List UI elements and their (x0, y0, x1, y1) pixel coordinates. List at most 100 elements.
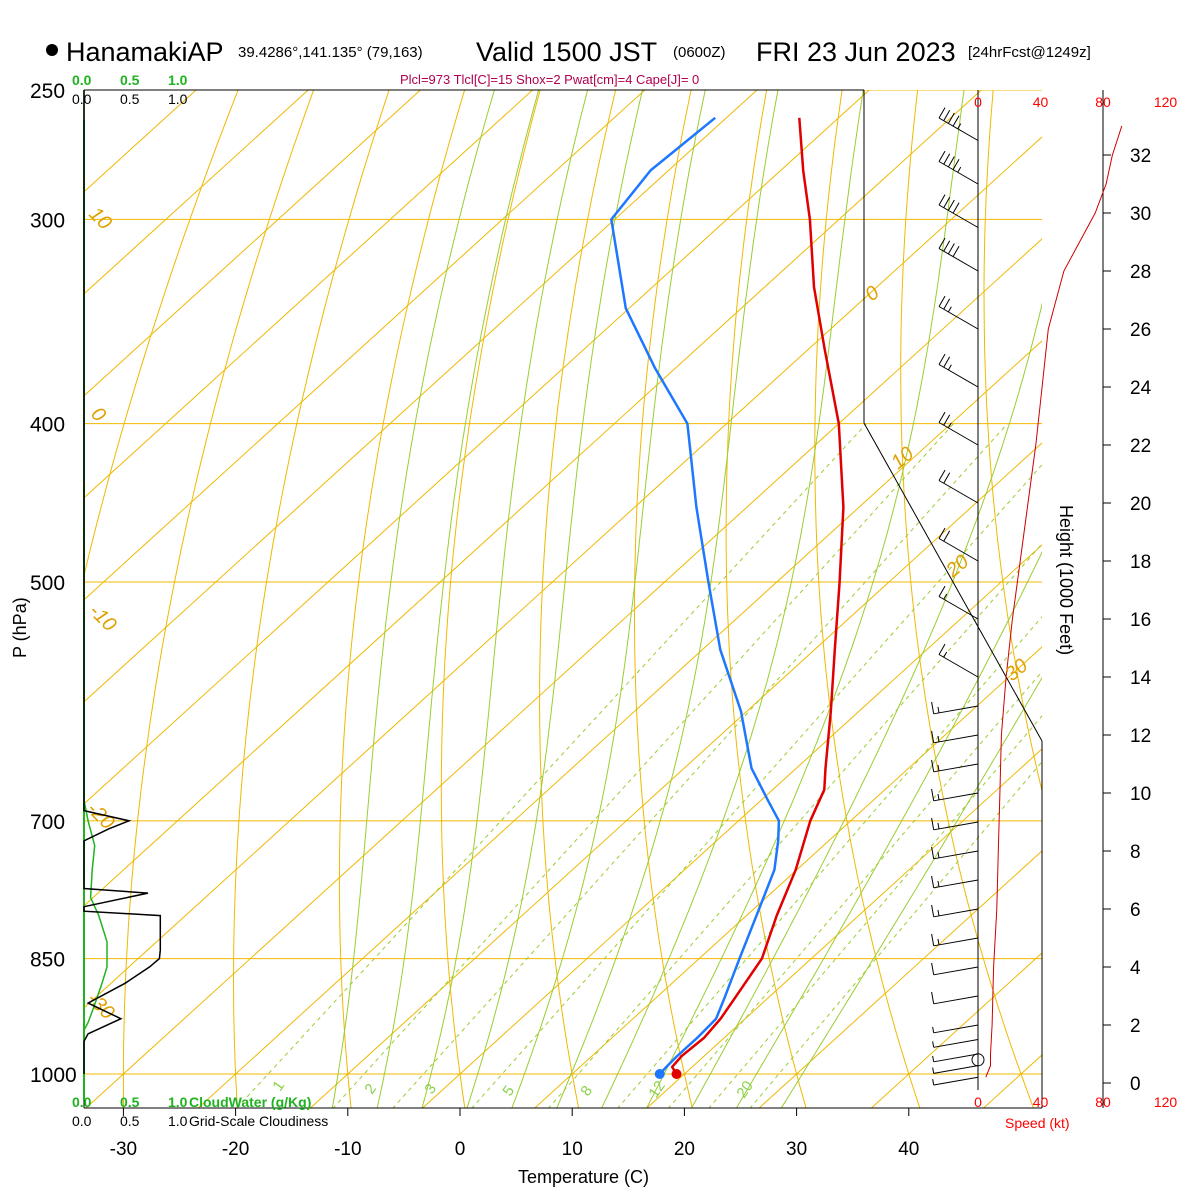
isotherm-line (534, 646, 1042, 1108)
profiles (83, 90, 845, 1079)
wind-barb-feather (932, 1055, 935, 1062)
wind-barb-feather (938, 295, 946, 307)
cloudiness-scale-bottom: 0.0 (72, 1113, 92, 1129)
wind-barb (932, 1053, 979, 1063)
wind-barb-feather (932, 1079, 935, 1086)
wind-barb-feather (938, 527, 946, 539)
wind-barb-staff (938, 538, 979, 562)
surface-temperature-marker (671, 1069, 682, 1079)
wind-barb-staff (933, 995, 979, 1005)
wind-barb-feather (943, 110, 951, 121)
pressure-tick-label: 1000 (30, 1064, 77, 1087)
moist-adiabat-line (331, 90, 495, 1108)
mixing-ratio-line (471, 463, 1042, 1108)
cloud-water-scale-top: 0.0 (72, 72, 92, 88)
wind-barb-staff (933, 1053, 979, 1063)
height-tick-label: 32 (1130, 146, 1151, 167)
isotherm-label: 10 (84, 203, 115, 234)
wind-barb-staff (938, 596, 979, 620)
wind-barb (932, 1039, 979, 1048)
dry-adiabat-line (983, 90, 1042, 793)
height-tick-label: 18 (1130, 552, 1151, 573)
wind-barb-feather (938, 353, 946, 365)
height-tick-label: 10 (1130, 784, 1151, 805)
wind-barb-feather (947, 306, 952, 313)
mixing-ratio-label: 1 (269, 1078, 288, 1095)
pressure-ticks: 250 300 400 500 700 850 1000 (30, 80, 77, 1087)
speed-tick-label-top: 40 (1033, 94, 1049, 110)
wind-barb-feather (952, 158, 960, 170)
wind-barb-feather (947, 243, 955, 255)
isotherm-line (421, 544, 1042, 1108)
cloudiness-label: Grid-Scale Cloudiness (189, 1113, 328, 1129)
wind-barb (931, 759, 979, 773)
mixing-ratio-labels: 1 2 3 5 8 12 20 (269, 1078, 756, 1102)
wind-barb-feather (931, 730, 935, 743)
isotherm-line (646, 748, 1042, 1108)
pressure-tick-label: 500 (30, 572, 65, 595)
wind-barb (938, 643, 979, 678)
wind-barb-staff (938, 364, 979, 388)
speed-tick-label-top: 80 (1095, 94, 1111, 110)
wind-barb-feather (931, 817, 935, 830)
wind-barb-feather (937, 851, 940, 858)
wind-barb (938, 295, 979, 330)
wind-barb-staff (933, 734, 979, 744)
cloudiness-scale-top: 1.0 (168, 91, 188, 107)
cloud-water-scale-bottom: 0.5 (120, 1094, 140, 1110)
wind-barb (938, 150, 979, 185)
calm-wind-marker (971, 1053, 985, 1067)
wind-barb (938, 107, 979, 141)
isotherm-line (84, 90, 309, 295)
dry-adiabat-line (814, 90, 921, 1108)
wind-barb (931, 933, 979, 947)
moist-adiabat-line (466, 90, 644, 1108)
isotherm-line (85, 238, 1042, 1108)
wind-barb-staff (938, 306, 979, 330)
surface-dewpoint-marker (654, 1069, 665, 1079)
wind-barb-feather (957, 123, 962, 130)
wind-barb (931, 730, 979, 744)
speed-tick-label-bottom: 120 (1154, 1094, 1178, 1110)
wind-barb-feather (938, 150, 946, 162)
wind-barb-feather (938, 585, 946, 597)
cloudiness-line (83, 90, 162, 1074)
height-tick-label: 16 (1130, 610, 1151, 631)
isotherm-line (197, 340, 1042, 1108)
mixing-ratio-line (749, 760, 1042, 1108)
height-tick-label: 30 (1130, 204, 1151, 225)
moist-adiabat-line (690, 302, 1042, 1108)
wind-barb-staff (938, 117, 979, 141)
temperature-tick-label: 30 (786, 1139, 807, 1160)
height-tick-label: 6 (1130, 900, 1141, 921)
height-tick-label: 4 (1130, 958, 1141, 979)
speed-axis-title: Speed (kt) (1005, 1115, 1070, 1131)
wind-barb-staff (933, 1039, 979, 1048)
moist-adiabat-line (780, 676, 1042, 1108)
wind-barb (932, 1024, 979, 1034)
temperature-tick-label: -30 (110, 1139, 137, 1160)
wind-barb-feather (938, 411, 946, 423)
wind-barb-feather (931, 933, 935, 946)
height-tick-label: 14 (1130, 668, 1152, 689)
forecast-run: [24hrFcst@1249z] (968, 44, 1091, 61)
wind-speed-line (985, 125, 1123, 1078)
isotherm-label: 0 (86, 403, 109, 426)
wind-barb-feather (943, 153, 951, 165)
dry-adiabat-line (1143, 61, 1200, 1109)
wind-barb (931, 817, 979, 831)
mixing-ratio-line (392, 423, 1008, 1108)
temperature-line (670, 117, 845, 1075)
moist-adiabat-line (735, 551, 1042, 1108)
wind-barb-staff (938, 161, 979, 185)
wind-barb-feather (947, 364, 952, 371)
moist-adiabat-line (556, 90, 779, 1108)
wind-barb-staff (933, 792, 979, 802)
wind-barb-staff (938, 654, 979, 678)
wind-barb-feather (957, 166, 962, 173)
utc-time: (0600Z) (673, 44, 726, 61)
wind-barb-staff (933, 879, 979, 889)
